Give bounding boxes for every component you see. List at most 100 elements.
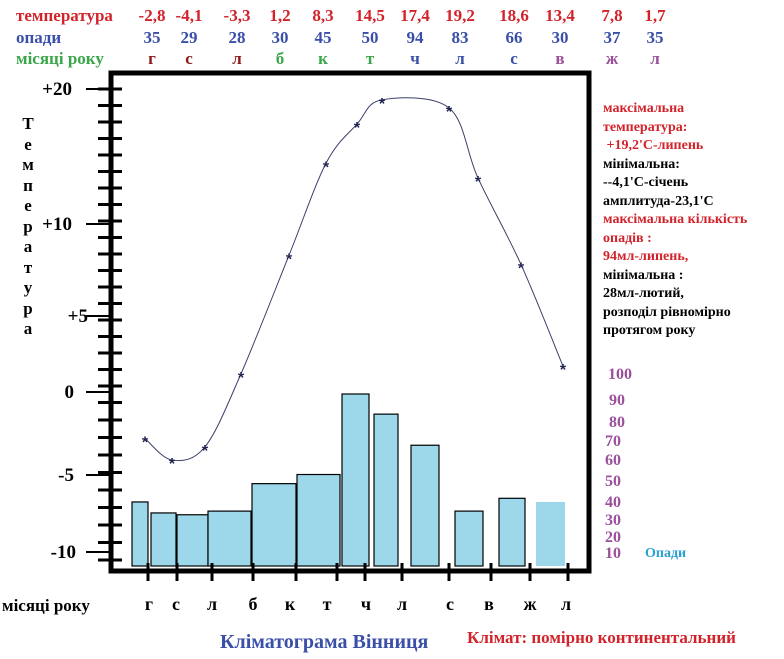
x-tick-label: с: [446, 594, 454, 614]
note-line: опадів :: [603, 230, 652, 246]
x-tick-label: б: [248, 594, 258, 614]
months-cell: л: [232, 49, 242, 68]
y-tick-label: +20: [42, 79, 72, 100]
x-axis-label: місяці року: [2, 596, 90, 615]
x-tick-label: г: [144, 594, 154, 614]
precipitation-tick-label: 30: [605, 512, 621, 529]
chart-title: Кліматограма Вінниця: [220, 631, 429, 653]
months-cell: к: [318, 49, 328, 68]
precipitation-cell: 35: [143, 28, 161, 47]
months-cell: б: [275, 49, 285, 68]
precipitation-bar: [454, 510, 484, 567]
precipitation-bar: [498, 497, 526, 567]
temperature-cell: 8,3: [312, 6, 334, 25]
temperature-cell: 18,6: [499, 6, 529, 25]
temperature-cell: 17,4: [400, 6, 430, 25]
temperature-cell: -2,8: [138, 6, 166, 25]
temperature-point: *: [446, 104, 453, 121]
precipitation-cell: 35: [646, 28, 664, 47]
temperature-point: *: [560, 362, 567, 379]
months-cell: с: [185, 49, 193, 68]
precipitation-tick-label: 100: [608, 366, 632, 383]
precipitation-cell: 30: [271, 28, 289, 47]
precipitation-tick-label: 70: [605, 433, 621, 450]
y-axis-label-char: м: [22, 155, 34, 174]
y-axis-label-char: у: [23, 278, 33, 297]
months-cell: т: [365, 49, 375, 68]
note-line: мінімальна :: [603, 267, 684, 283]
x-tick-label: л: [560, 594, 572, 614]
note-line: максімальна кількість: [603, 212, 748, 227]
note-line: амплитуда-23,1'С: [603, 193, 714, 209]
note-line: 94мл-липень,: [603, 249, 689, 264]
chart-frame: [108, 70, 592, 574]
note-line: максімальна: [603, 101, 685, 116]
precipitation-cell: 29: [180, 28, 198, 47]
months-cell: л: [455, 49, 465, 68]
precipitation-cell: 94: [406, 28, 424, 47]
y-axis-label-char: п: [23, 175, 33, 195]
y-tick-label: -10: [51, 542, 76, 563]
y-axis-label-char: р: [23, 216, 33, 236]
precipitation-tick-label: 10: [605, 545, 621, 562]
temperature-cell: -4,1: [175, 6, 203, 25]
precipitation-cell: 37: [603, 28, 621, 47]
temperature-cell: 1,7: [644, 6, 666, 25]
x-tick-label: ч: [360, 594, 372, 614]
y-tick-label: -5: [58, 465, 74, 486]
y-tick-label: 0: [65, 382, 75, 403]
x-tick-label: ж: [523, 594, 537, 614]
precipitation-cell: 83: [451, 28, 469, 47]
temperature-line: [144, 97, 564, 462]
y-tick-label: +10: [42, 214, 72, 235]
note-line: 28мл-лютий,: [603, 286, 684, 301]
temperature-point: *: [354, 120, 361, 137]
temperature-cell: 7,8: [601, 6, 623, 25]
y-axis-label-char: а: [23, 237, 33, 256]
months-cell: ж: [605, 49, 619, 68]
precipitation-cell: 66: [505, 28, 523, 47]
y-axis-label-char: а: [23, 319, 33, 338]
precipitation-tick-label: 80: [609, 414, 625, 431]
precipitation-bar: [176, 514, 209, 567]
temperature-cell: -3,3: [223, 6, 251, 25]
precipitation-tick-label: 40: [605, 494, 621, 511]
x-tick-label: в: [484, 594, 494, 614]
temperature-point: *: [518, 260, 525, 277]
precipitation-cell: 45: [314, 28, 332, 47]
x-tick-label: л: [396, 594, 408, 614]
y-tick-label: +5: [68, 306, 88, 327]
months-cell: г: [148, 49, 156, 68]
y-axis-label-char: Т: [22, 114, 34, 133]
y-axis-label-char: е: [24, 134, 32, 154]
x-tick-label: л: [206, 594, 218, 614]
precipitation-tick-label: 90: [609, 392, 625, 409]
precipitation-bar: [296, 473, 341, 567]
precipitation-cell: 50: [361, 28, 379, 47]
side-notes: максімальна температура: +19,2'С-липень …: [603, 100, 784, 341]
months-cell: ч: [410, 49, 420, 68]
temperature-point: *: [379, 96, 386, 113]
temperature-cell: 19,2: [445, 6, 475, 25]
temperature-cell: 14,5: [355, 6, 385, 25]
note-line: температура:: [603, 119, 688, 135]
temperature-row-label: температура: [16, 6, 113, 25]
temperature-point: *: [475, 174, 482, 191]
precipitation-bar: [373, 413, 399, 567]
months-cell: с: [510, 49, 518, 68]
y-axis-label-char: т: [23, 257, 33, 277]
x-tick-label: с: [172, 594, 180, 614]
precipitation-cell: 30: [551, 28, 569, 47]
precipitation-bar: [536, 501, 565, 566]
precipitation-tick-label: 60: [605, 452, 621, 469]
temperature-point: *: [169, 456, 176, 473]
temperature-cell: 13,4: [545, 6, 575, 25]
temperature-point: *: [323, 159, 330, 176]
precipitation-bar: [341, 393, 370, 567]
x-tick-label: т: [322, 594, 332, 614]
precipitation-bar: [251, 483, 297, 567]
months-cell: л: [650, 49, 660, 68]
precipitation-legend: Опади: [645, 546, 687, 561]
